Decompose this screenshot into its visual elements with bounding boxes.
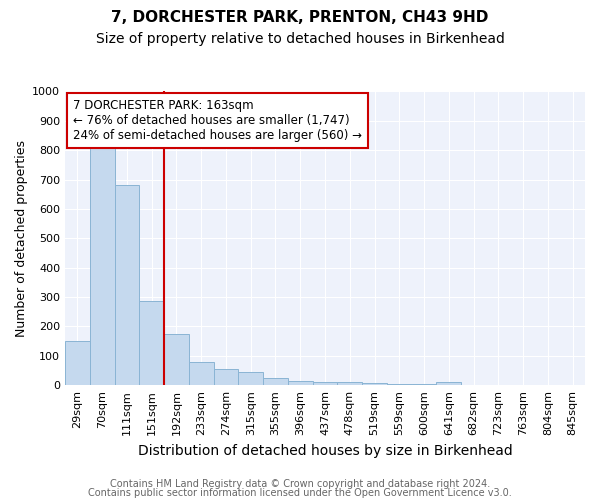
Bar — [189, 362, 214, 385]
X-axis label: Distribution of detached houses by size in Birkenhead: Distribution of detached houses by size … — [137, 444, 512, 458]
Text: 7, DORCHESTER PARK, PRENTON, CH43 9HD: 7, DORCHESTER PARK, PRENTON, CH43 9HD — [112, 10, 488, 25]
Text: Size of property relative to detached houses in Birkenhead: Size of property relative to detached ho… — [95, 32, 505, 46]
Bar — [139, 302, 164, 385]
Bar — [288, 381, 313, 385]
Bar — [115, 186, 139, 385]
Bar — [337, 382, 362, 385]
Bar — [214, 369, 238, 385]
Bar — [313, 382, 337, 385]
Text: 7 DORCHESTER PARK: 163sqm
← 76% of detached houses are smaller (1,747)
24% of se: 7 DORCHESTER PARK: 163sqm ← 76% of detac… — [73, 99, 362, 142]
Text: Contains HM Land Registry data © Crown copyright and database right 2024.: Contains HM Land Registry data © Crown c… — [110, 479, 490, 489]
Text: Contains public sector information licensed under the Open Government Licence v3: Contains public sector information licen… — [88, 488, 512, 498]
Bar — [362, 383, 387, 385]
Bar — [412, 384, 436, 385]
Y-axis label: Number of detached properties: Number of detached properties — [15, 140, 28, 337]
Bar — [65, 341, 90, 385]
Bar — [461, 384, 486, 385]
Bar — [90, 144, 115, 385]
Bar — [387, 384, 412, 385]
Bar — [238, 372, 263, 385]
Bar — [164, 334, 189, 385]
Bar — [263, 378, 288, 385]
Bar — [436, 382, 461, 385]
